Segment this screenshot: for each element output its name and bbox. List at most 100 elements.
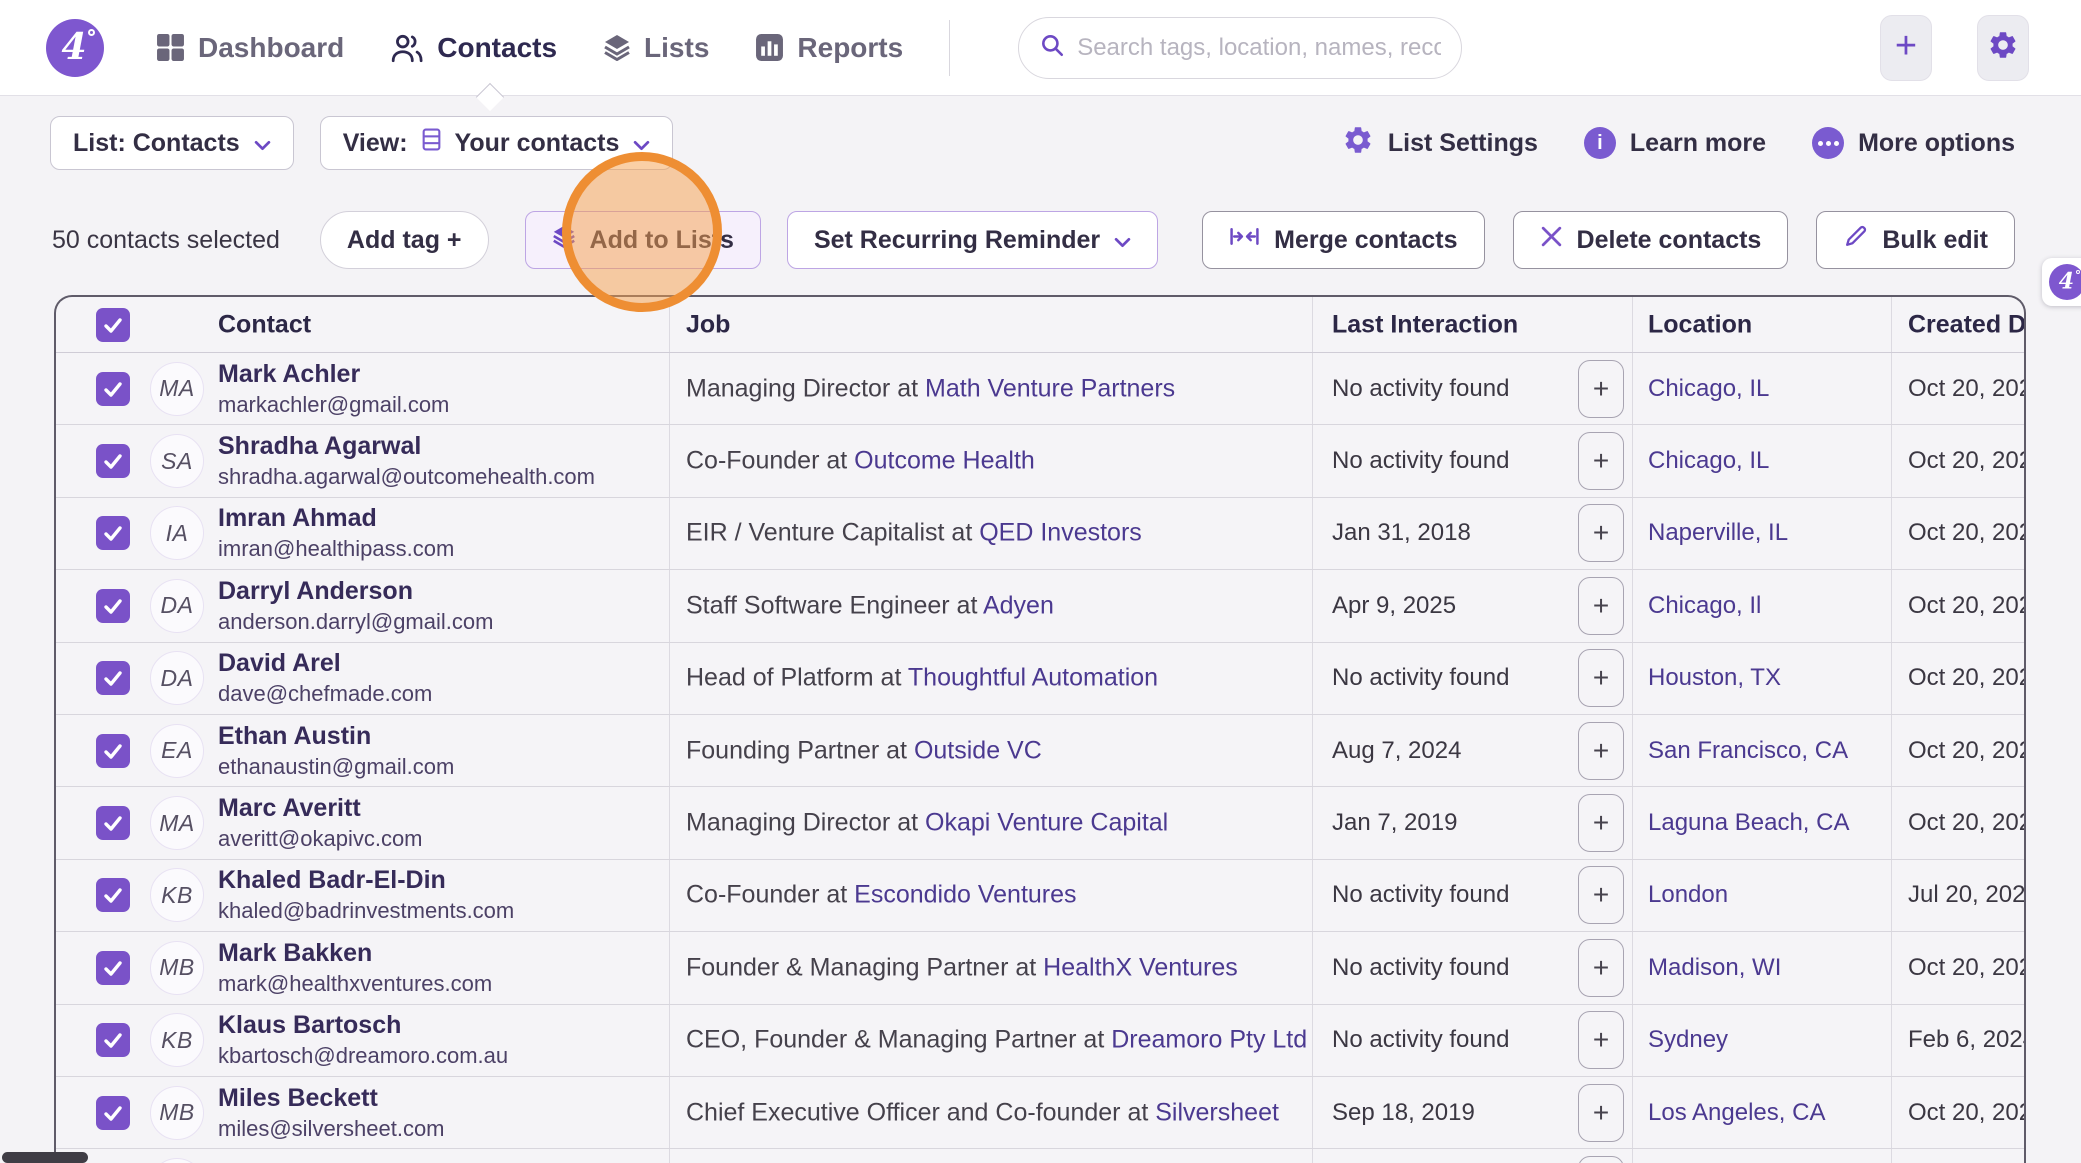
- location-link[interactable]: Naperville, IL: [1648, 519, 1789, 547]
- row-checkbox[interactable]: [96, 444, 130, 479]
- company-link[interactable]: Math Venture Partners: [925, 374, 1176, 403]
- location-link[interactable]: San Francisco, CA: [1648, 736, 1849, 764]
- add-interaction-button[interactable]: +: [1578, 359, 1624, 418]
- add-interaction-button[interactable]: +: [1578, 1155, 1624, 1163]
- location-link[interactable]: London: [1648, 881, 1729, 909]
- table-row: SA Shradha Agarwal shradha.agarwal@outco…: [56, 425, 2024, 498]
- add-interaction-button[interactable]: +: [1578, 649, 1624, 708]
- company-link[interactable]: Outside VC: [913, 736, 1042, 765]
- set-recurring-reminder-button[interactable]: Set Recurring Reminder: [786, 211, 1159, 269]
- table-row: MA Marc Averitt averitt@okapivc.com Mana…: [56, 787, 2024, 860]
- add-interaction-button[interactable]: +: [1578, 576, 1624, 635]
- company-link[interactable]: Escondido Ventures: [854, 880, 1077, 909]
- nav-item-dashboard[interactable]: Dashboard: [156, 32, 344, 64]
- contact-name[interactable]: Marc Averitt: [218, 794, 361, 823]
- location-link[interactable]: Houston, TX: [1648, 664, 1781, 692]
- contact-email: mark@healthxventures.com: [218, 970, 493, 996]
- add-interaction-button[interactable]: +: [1578, 721, 1624, 780]
- chevron-down-icon: [254, 129, 271, 158]
- row-checkbox[interactable]: [96, 661, 130, 696]
- row-checkbox[interactable]: [96, 1023, 130, 1058]
- header-contact[interactable]: Contact: [218, 310, 312, 338]
- row-checkbox[interactable]: [96, 733, 130, 768]
- company-link[interactable]: Outcome Health: [854, 446, 1035, 475]
- row-checkbox[interactable]: [96, 950, 130, 985]
- company-link[interactable]: Okapi Venture Capital: [925, 808, 1169, 837]
- more-options-button[interactable]: More options: [1812, 127, 2015, 159]
- add-tag-button[interactable]: Add tag +: [319, 211, 489, 269]
- location-link[interactable]: Laguna Beach, CA: [1648, 809, 1850, 837]
- contact-name[interactable]: Imran Ahmad: [218, 504, 377, 533]
- list-toolbar: List: Contacts View: Your contacts List …: [0, 96, 2081, 190]
- company-link[interactable]: Adyen: [982, 591, 1054, 620]
- company-link[interactable]: Thoughtful Automation: [907, 663, 1159, 692]
- contact-name[interactable]: Shradha Agarwal: [218, 432, 422, 461]
- select-all-checkbox[interactable]: [96, 307, 130, 342]
- row-checkbox[interactable]: [96, 371, 130, 406]
- list-settings-button[interactable]: List Settings: [1342, 124, 1538, 163]
- app-logo[interactable]: 4: [46, 18, 104, 77]
- add-interaction-button[interactable]: +: [1578, 504, 1624, 563]
- header-created-date[interactable]: Created Date: [1908, 310, 2026, 338]
- add-interaction-button[interactable]: +: [1578, 1011, 1624, 1070]
- contact-name[interactable]: Klaus Bartosch: [218, 1011, 402, 1040]
- contact-name[interactable]: Darryl Anderson: [218, 576, 413, 605]
- header-last-interaction[interactable]: Last Interaction: [1332, 310, 1519, 338]
- nav-item-lists[interactable]: Lists: [603, 32, 709, 64]
- settings-button[interactable]: [1977, 14, 2029, 81]
- contact-name[interactable]: Khaled Badr-El-Din: [218, 866, 446, 895]
- add-interaction-button[interactable]: +: [1578, 794, 1624, 853]
- contact-name[interactable]: Miles Beckett: [218, 1083, 378, 1112]
- location-link[interactable]: Los Angeles, CA: [1648, 1098, 1826, 1126]
- contact-name[interactable]: David Arel: [218, 649, 341, 678]
- created-date-cell: Oct 20, 2020: [1908, 519, 2024, 547]
- add-interaction-button[interactable]: +: [1578, 1083, 1624, 1142]
- horizontal-scrollbar-thumb[interactable]: [2, 1152, 88, 1163]
- location-link[interactable]: Chicago, Il: [1648, 591, 1762, 619]
- contact-name[interactable]: Mark Bakken: [218, 938, 373, 967]
- row-checkbox[interactable]: [96, 806, 130, 841]
- row-checkbox[interactable]: [96, 878, 130, 913]
- company-link[interactable]: Silversheet: [1155, 1098, 1279, 1127]
- header-location[interactable]: Location: [1648, 310, 1753, 338]
- search-input[interactable]: [1077, 33, 1442, 62]
- location-link[interactable]: Chicago, IL: [1648, 447, 1770, 475]
- last-interaction-cell: Jan 7, 2019: [1332, 809, 1458, 837]
- nav-item-contacts[interactable]: Contacts: [390, 32, 557, 64]
- add-new-button[interactable]: +: [1880, 14, 1932, 81]
- location-link[interactable]: Chicago, IL: [1648, 374, 1770, 402]
- merge-contacts-button[interactable]: Merge contacts: [1202, 211, 1485, 269]
- company-link[interactable]: HealthX Ventures: [1043, 953, 1238, 982]
- global-search[interactable]: [1018, 16, 1463, 79]
- table-row: DA David Arel dave@chefmade.com Head of …: [56, 643, 2024, 715]
- add-to-lists-button[interactable]: Add to Lists: [524, 211, 761, 269]
- row-checkbox[interactable]: [96, 516, 130, 551]
- add-interaction-button[interactable]: +: [1578, 938, 1624, 997]
- contact-name[interactable]: Ethan Austin: [218, 721, 372, 750]
- view-selector-dropdown[interactable]: View: Your contacts: [319, 116, 674, 170]
- location-link[interactable]: Sydney: [1648, 1026, 1729, 1054]
- header-job[interactable]: Job: [686, 310, 731, 338]
- table-row: EA Ethan Austin ethanaustin@gmail.com Fo…: [56, 715, 2024, 788]
- row-checkbox[interactable]: [96, 1095, 130, 1130]
- nav-item-reports[interactable]: Reports: [755, 32, 903, 64]
- contact-cell: Shradha Agarwal shradha.agarwal@outcomeh…: [218, 432, 595, 490]
- info-icon: i: [1583, 127, 1616, 159]
- location-link[interactable]: Madison, WI: [1648, 953, 1782, 981]
- job-cell: Co-Founder at Escondido Ventures: [686, 880, 1077, 909]
- created-date-cell: Oct 20, 2020: [1908, 1098, 2024, 1126]
- contact-name[interactable]: Mark Achler: [218, 359, 361, 388]
- company-link[interactable]: QED Investors: [979, 518, 1142, 547]
- bulk-edit-button[interactable]: Bulk edit: [1816, 211, 2015, 269]
- company-link[interactable]: Dreamoro Pty Ltd: [1111, 1025, 1308, 1054]
- add-interaction-button[interactable]: +: [1578, 432, 1624, 491]
- add-interaction-button[interactable]: +: [1578, 866, 1624, 925]
- delete-contacts-button[interactable]: Delete contacts: [1512, 211, 1789, 269]
- learn-more-button[interactable]: i Learn more: [1583, 127, 1766, 159]
- list-settings-label: List Settings: [1387, 128, 1538, 157]
- row-checkbox[interactable]: [96, 588, 130, 623]
- floating-widget-tab[interactable]: 4: [2042, 258, 2081, 306]
- list-selector-dropdown[interactable]: List: Contacts: [50, 116, 294, 170]
- last-interaction-cell: No activity found: [1332, 447, 1510, 475]
- column-divider: [1312, 297, 1313, 1163]
